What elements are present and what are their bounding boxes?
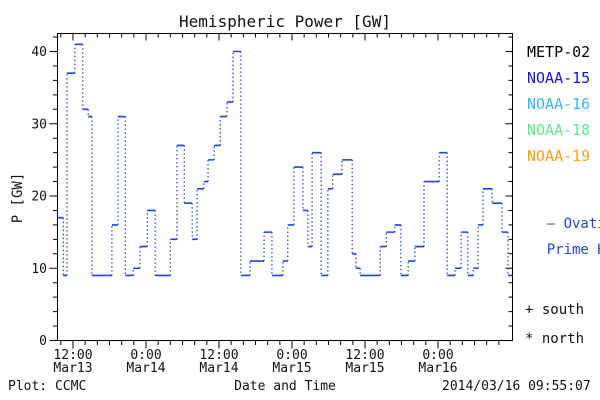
x-tick-time-label: 0:00 — [422, 348, 453, 363]
legend-item-noaa-15: NOAA-15 — [527, 69, 591, 87]
south-marker-label: + south — [525, 302, 585, 318]
x-tick-time-label: 0:00 — [276, 348, 307, 363]
plot-border — [57, 33, 513, 341]
ovation-line1: — Ovation — [546, 216, 600, 232]
x-tick-time-label: 0:00 — [130, 348, 161, 363]
y-tick-label: 0 — [39, 334, 47, 349]
y-tick-label: 30 — [31, 117, 47, 132]
timestamp: 2014/03/16 09:55:07 — [442, 379, 591, 394]
ovation-line2: Prime HPI — [546, 242, 600, 258]
plot-credit: Plot: CCMC — [8, 379, 87, 394]
x-tick-date-label: Mar15 — [345, 361, 384, 376]
axis-ticks — [49, 33, 513, 349]
y-axis-label: P [GW] — [10, 172, 26, 224]
ovation-prime-hpi-label: — Ovation Prime HPI — [513, 205, 600, 270]
y-tick-label: 20 — [31, 190, 47, 205]
x-tick-time-label: 12:00 — [199, 348, 238, 363]
x-tick-date-label: Mar14 — [199, 361, 238, 376]
north-marker-label: * north — [525, 331, 585, 347]
chart-title: Hemispheric Power [GW] — [179, 12, 391, 31]
legend-item-noaa-18: NOAA-18 — [527, 121, 591, 139]
y-tick-label: 40 — [31, 45, 47, 60]
legend-item-metp-02: METP-02 — [527, 43, 591, 61]
hpi-step-line — [57, 43, 513, 277]
x-tick-time-label: 12:00 — [53, 348, 92, 363]
y-tick-label: 10 — [31, 262, 47, 277]
x-tick-date-label: Mar16 — [418, 361, 457, 376]
x-tick-date-label: Mar13 — [53, 361, 92, 376]
x-tick-date-label: Mar15 — [272, 361, 311, 376]
x-tick-time-label: 12:00 — [345, 348, 384, 363]
x-axis-label: Date and Time — [234, 379, 336, 394]
legend-item-noaa-19: NOAA-19 — [527, 147, 591, 165]
legend-item-noaa-16: NOAA-16 — [527, 95, 591, 113]
x-tick-date-label: Mar14 — [126, 361, 165, 376]
hpi-step-line-verticals — [62, 44, 509, 276]
